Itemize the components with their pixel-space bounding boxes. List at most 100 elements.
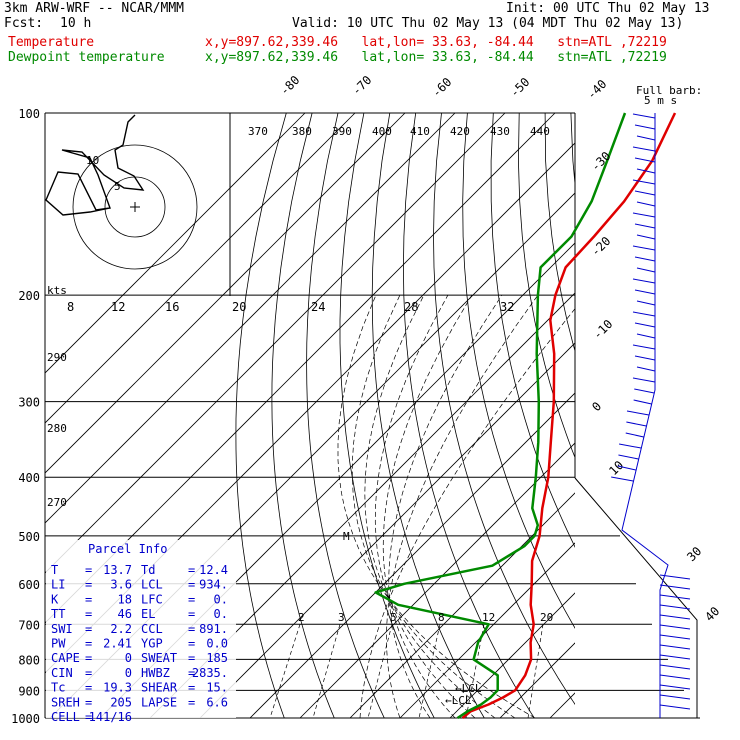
parcel-eq: = bbox=[188, 607, 195, 621]
isotherm bbox=[449, 592, 575, 718]
mixing-ratio-label: 3 bbox=[338, 611, 345, 624]
moist-adiabat bbox=[359, 308, 575, 718]
parcel-key: CCL bbox=[141, 622, 163, 636]
isotherm-label: -70 bbox=[349, 73, 374, 98]
wind-barb bbox=[632, 278, 656, 284]
wind-barb bbox=[634, 124, 656, 130]
theta-e-label: 410 bbox=[410, 125, 430, 138]
dry-adiabat bbox=[490, 113, 575, 548]
mixing-ratio-line bbox=[312, 624, 341, 718]
init-time: Init: 00 UTC Thu 02 May 13 bbox=[506, 1, 710, 16]
mixing-ratio-line bbox=[367, 624, 393, 718]
parcel-value: 2.2 bbox=[110, 622, 132, 636]
wind-barb bbox=[634, 190, 656, 196]
wind-barb bbox=[632, 113, 656, 119]
wind-barb bbox=[634, 322, 656, 328]
pressure-tick-label: 500 bbox=[18, 530, 40, 544]
isotherm bbox=[45, 113, 456, 524]
wind-barb bbox=[632, 311, 656, 317]
wind-barb bbox=[617, 465, 636, 471]
wind-barb bbox=[659, 594, 691, 600]
wind-barb bbox=[659, 654, 691, 660]
wind-barb bbox=[636, 135, 656, 141]
isotherm-label: -10 bbox=[590, 317, 615, 342]
level-marker: M bbox=[343, 530, 350, 543]
pressure-tick-label: 200 bbox=[18, 289, 40, 303]
mixing-ratio-label: 12 bbox=[482, 611, 495, 624]
parcel-value: 0 bbox=[125, 651, 132, 665]
isotherm bbox=[199, 342, 575, 718]
sounding-traces bbox=[374, 112, 677, 720]
wind-barb bbox=[634, 289, 656, 295]
theta-e-label: 430 bbox=[490, 125, 510, 138]
parcel-value: 13.7 bbox=[103, 563, 132, 577]
hodo-speed-label: 28 bbox=[404, 300, 418, 314]
isotherm-label: -60 bbox=[429, 75, 454, 100]
theta-e-label: 420 bbox=[450, 125, 470, 138]
isotherm bbox=[249, 392, 575, 718]
parcel-key: SWEAT bbox=[141, 651, 177, 665]
isotherm bbox=[45, 113, 306, 374]
parcel-info-title: Parcel Info bbox=[88, 542, 167, 556]
parcel-key: Td bbox=[141, 563, 155, 577]
isotherm bbox=[299, 442, 575, 718]
wind-barb bbox=[659, 604, 691, 610]
theta-label: 270 bbox=[47, 496, 67, 509]
mixing-ratio-label: 2 bbox=[298, 611, 305, 624]
wind-barb bbox=[634, 256, 656, 262]
wind-barb bbox=[636, 201, 656, 207]
wind-barb bbox=[626, 410, 650, 416]
dry-adiabats bbox=[235, 113, 740, 718]
parcel-value: 185 bbox=[206, 651, 228, 665]
theta-e-label: 380 bbox=[292, 125, 312, 138]
isotherm bbox=[499, 642, 575, 718]
forecast-hour: 10 h bbox=[60, 16, 92, 31]
lcl-label: ←LCL bbox=[455, 682, 482, 695]
theta-label: 290 bbox=[47, 351, 67, 364]
parcel-eq: = bbox=[85, 710, 92, 724]
parcel-eq: = bbox=[188, 622, 195, 636]
parcel-value: 934. bbox=[199, 578, 228, 592]
mixing-ratio-label: 5 bbox=[390, 611, 397, 624]
mixing-ratio-line bbox=[418, 624, 441, 718]
parcel-value: 46 bbox=[118, 607, 132, 621]
lower-right-frame bbox=[574, 477, 698, 718]
parcel-key: SHEAR bbox=[141, 681, 178, 695]
wind-barb bbox=[632, 179, 656, 185]
hodo-units-label: kts bbox=[47, 284, 67, 297]
moist-adiabat bbox=[388, 294, 503, 718]
wind-barb bbox=[634, 223, 656, 229]
parcel-key: Tc bbox=[51, 681, 65, 695]
mixing-ratio-line bbox=[269, 624, 301, 718]
wind-panel-subtitle: 5 m s bbox=[644, 94, 677, 107]
wind-barb bbox=[632, 377, 656, 383]
wind-barb bbox=[659, 664, 691, 670]
temperature-trace bbox=[461, 112, 677, 719]
parcel-value: 0. bbox=[214, 607, 228, 621]
parcel-key: PW bbox=[51, 637, 66, 651]
parcel-info-panel: Parcel Info T = 13.7 Td = 12.4 LI = 3.6 LCL = 934. K =… bbox=[46, 540, 236, 724]
pressure-tick-label: 600 bbox=[18, 578, 40, 592]
parcel-key: CIN bbox=[51, 666, 73, 680]
parcel-key: CAPE bbox=[51, 651, 80, 665]
hodo-speed-label: 12 bbox=[111, 300, 125, 314]
hodo-speed-label: 20 bbox=[232, 300, 246, 314]
moist-adiabat bbox=[382, 294, 473, 718]
hodo-ring-label: 5 bbox=[114, 180, 121, 193]
wind-speed-label: 40 bbox=[702, 604, 722, 624]
wind-barb bbox=[632, 245, 656, 251]
wind-barb bbox=[618, 454, 639, 460]
hodo-speed-label: 24 bbox=[311, 300, 325, 314]
wind-barb bbox=[633, 399, 652, 405]
parcel-key: LCL bbox=[141, 578, 163, 592]
parcel-key: YGP bbox=[141, 637, 163, 651]
temperature-location: x,y=897.62,339.46 lat,lon= 33.63, -84.44… bbox=[205, 35, 667, 50]
isotherm bbox=[650, 113, 740, 718]
mixing-ratio-label: 8 bbox=[438, 611, 445, 624]
wind-barb bbox=[659, 634, 691, 640]
wind-barb bbox=[634, 355, 656, 361]
dry-adiabat bbox=[675, 113, 740, 718]
wind-barb bbox=[659, 674, 691, 680]
parcel-value: 0. bbox=[214, 592, 228, 606]
